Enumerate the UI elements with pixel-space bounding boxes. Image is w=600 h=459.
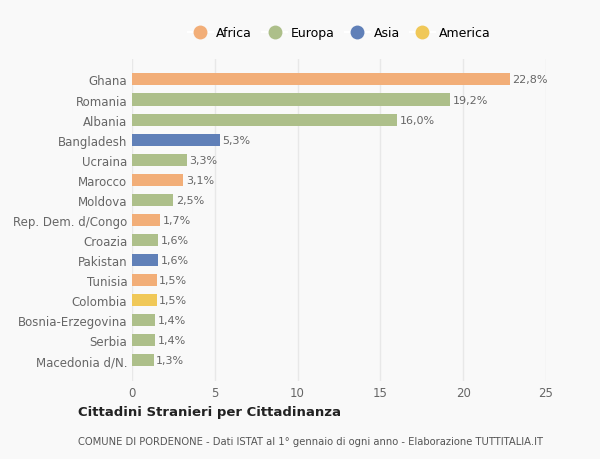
Bar (132, 294, 157, 306)
Bar (132, 235, 158, 246)
Text: 1,4%: 1,4% (158, 336, 186, 345)
Bar (132, 114, 397, 126)
Bar (132, 174, 184, 186)
Text: 3,1%: 3,1% (186, 175, 214, 185)
Bar (132, 354, 154, 366)
Text: 1,5%: 1,5% (160, 295, 187, 305)
Bar (132, 154, 187, 166)
Legend: Africa, Europa, Asia, America: Africa, Europa, Asia, America (188, 28, 490, 40)
Text: COMUNE DI PORDENONE - Dati ISTAT al 1° gennaio di ogni anno - Elaborazione TUTTI: COMUNE DI PORDENONE - Dati ISTAT al 1° g… (78, 437, 543, 446)
Bar (132, 274, 157, 286)
Text: 2,5%: 2,5% (176, 196, 204, 205)
Bar (132, 94, 450, 106)
Text: 1,6%: 1,6% (161, 235, 189, 245)
Text: 1,7%: 1,7% (163, 215, 191, 225)
Text: 1,3%: 1,3% (156, 355, 184, 365)
Bar (132, 334, 155, 347)
Bar (132, 214, 160, 226)
Text: 16,0%: 16,0% (400, 115, 434, 125)
Text: 3,3%: 3,3% (189, 155, 217, 165)
Text: 1,4%: 1,4% (158, 315, 186, 325)
Text: 19,2%: 19,2% (452, 95, 488, 105)
Bar (132, 314, 155, 326)
Text: 22,8%: 22,8% (512, 75, 548, 85)
Text: 1,6%: 1,6% (161, 255, 189, 265)
Bar (132, 134, 220, 146)
Bar (132, 194, 173, 206)
Text: 1,5%: 1,5% (160, 275, 187, 285)
Bar (132, 254, 158, 266)
Text: Cittadini Stranieri per Cittadinanza: Cittadini Stranieri per Cittadinanza (78, 405, 341, 419)
Bar (132, 74, 509, 86)
Text: 5,3%: 5,3% (222, 135, 250, 146)
